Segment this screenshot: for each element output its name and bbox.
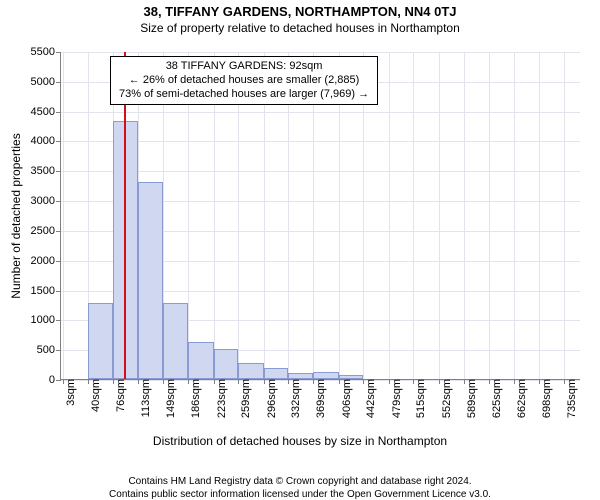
histogram-bar xyxy=(264,368,289,379)
xtick-label: 113sqm xyxy=(138,379,152,417)
annotation-line: 73% of semi-detached houses are larger (… xyxy=(119,88,369,102)
gridline-vertical xyxy=(514,52,515,379)
histogram-bar xyxy=(313,372,338,379)
ytick-label: 2500 xyxy=(31,225,61,237)
footer: Contains HM Land Registry data © Crown c… xyxy=(0,476,600,500)
gridline-vertical xyxy=(389,52,390,379)
xtick-label: 625sqm xyxy=(489,379,503,418)
annotation-line: ← 26% of detached houses are smaller (2,… xyxy=(119,74,369,88)
ytick-label: 3000 xyxy=(31,195,61,207)
xtick-label: 735sqm xyxy=(564,379,578,418)
xtick-label: 186sqm xyxy=(188,379,202,418)
annotation-line: 38 TIFFANY GARDENS: 92sqm xyxy=(119,60,369,74)
annotation-box: 38 TIFFANY GARDENS: 92sqm← 26% of detach… xyxy=(110,56,378,105)
y-axis-label: Number of detached properties xyxy=(9,133,23,298)
xtick-label: 662sqm xyxy=(514,379,528,418)
xtick-label: 442sqm xyxy=(363,379,377,418)
xtick-label: 552sqm xyxy=(439,379,453,418)
histogram-bar xyxy=(188,342,213,379)
gridline-vertical xyxy=(413,52,414,379)
gridline-vertical xyxy=(439,52,440,379)
histogram-bar xyxy=(214,349,239,379)
xtick-label: 259sqm xyxy=(238,379,252,418)
title-sub: Size of property relative to detached ho… xyxy=(0,21,600,35)
ytick-label: 0 xyxy=(49,374,61,386)
gridline-vertical xyxy=(564,52,565,379)
footer-line-1: Contains HM Land Registry data © Crown c… xyxy=(0,476,600,489)
xtick-label: 40sqm xyxy=(88,379,102,412)
ytick-label: 1500 xyxy=(31,285,61,297)
ytick-label: 5000 xyxy=(31,76,61,88)
ytick-label: 5500 xyxy=(31,46,61,58)
xtick-label: 369sqm xyxy=(313,379,327,418)
xtick-label: 406sqm xyxy=(339,379,353,418)
xtick-label: 698sqm xyxy=(539,379,553,418)
histogram-bar xyxy=(163,303,188,379)
chart-root: 38, TIFFANY GARDENS, NORTHAMPTON, NN4 0T… xyxy=(0,4,600,500)
histogram-bar xyxy=(339,375,364,379)
xtick-label: 76sqm xyxy=(113,379,127,412)
ytick-label: 4500 xyxy=(31,106,61,118)
x-axis-label: Distribution of detached houses by size … xyxy=(153,434,447,448)
histogram-bar xyxy=(138,182,163,379)
xtick-label: 3sqm xyxy=(63,379,77,406)
histogram-bar xyxy=(238,363,263,379)
ytick-label: 2000 xyxy=(31,255,61,267)
xtick-label: 479sqm xyxy=(389,379,403,418)
histogram-bar xyxy=(88,303,113,379)
ytick-label: 500 xyxy=(37,344,61,356)
xtick-label: 515sqm xyxy=(413,379,427,418)
title-main: 38, TIFFANY GARDENS, NORTHAMPTON, NN4 0T… xyxy=(0,4,600,19)
gridline-vertical xyxy=(464,52,465,379)
xtick-label: 149sqm xyxy=(163,379,177,418)
gridline-vertical xyxy=(539,52,540,379)
gridline-vertical xyxy=(489,52,490,379)
footer-line-2: Contains public sector information licen… xyxy=(0,489,600,500)
ytick-label: 3500 xyxy=(31,165,61,177)
ytick-label: 4000 xyxy=(31,135,61,147)
gridline-vertical xyxy=(63,52,64,379)
histogram-bar xyxy=(288,373,313,379)
ytick-label: 1000 xyxy=(31,314,61,326)
xtick-label: 223sqm xyxy=(214,379,228,418)
xtick-label: 332sqm xyxy=(288,379,302,418)
xtick-label: 296sqm xyxy=(264,379,278,418)
xtick-label: 589sqm xyxy=(464,379,478,418)
